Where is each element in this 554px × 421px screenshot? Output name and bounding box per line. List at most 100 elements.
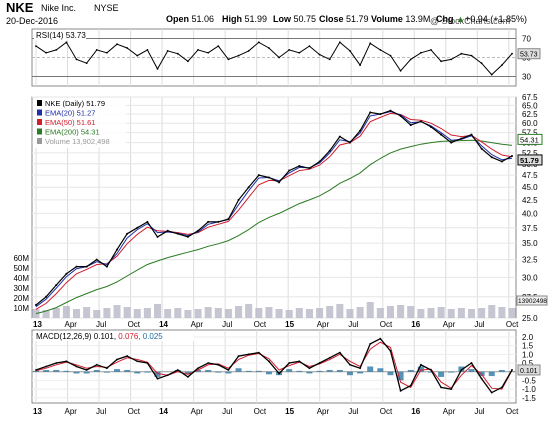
price-data-point (136, 226, 139, 229)
macd-data-point (399, 389, 402, 392)
price-data-point (45, 295, 48, 298)
macd-data-point (45, 365, 48, 368)
macd-data-point (419, 363, 422, 366)
price-data-point (55, 283, 58, 286)
quote-open: Open 51.06 (166, 14, 215, 24)
volume-bar (498, 307, 506, 318)
price-data-point (146, 220, 149, 223)
macd-y-tick-label: 1.5 (522, 342, 534, 351)
volume-y-tick-label: 10M (13, 304, 29, 313)
rsi-last-value-badge (517, 48, 541, 60)
price-data-point (227, 218, 230, 221)
volume-bar (265, 307, 273, 318)
rsi-data-point (227, 58, 230, 61)
rsi-data-point (237, 54, 240, 57)
price-y-tick-label: 52.5 (522, 149, 538, 158)
volume-bar (346, 309, 354, 318)
price-data-point (237, 198, 240, 201)
volume-y-tick-label: 60M (13, 254, 29, 263)
macd-title: MACD(12,26,9) 0.101, 0.076, 0.025 (36, 332, 163, 341)
macd-y-tick-label: 0.5 (522, 359, 534, 368)
volume-bar (52, 308, 60, 318)
volume-bar (143, 308, 151, 318)
price-x-tick-label: Oct (128, 320, 141, 329)
price-data-point (389, 109, 392, 112)
macd-x-tick-label: Oct (506, 407, 519, 416)
price-x-tick-label: Jul (474, 320, 484, 329)
volume-bar (417, 309, 425, 318)
rsi-data-point (156, 68, 159, 70)
price-series-line-2 (35, 112, 513, 310)
macd-data-point (440, 386, 443, 389)
price-data-point (298, 165, 301, 168)
rsi-data-point (95, 49, 98, 51)
macd-data-point (136, 360, 139, 363)
macd-data-point (75, 365, 78, 368)
legend-swatch (37, 138, 42, 144)
macd-histogram-bar (306, 371, 313, 374)
macd-histogram-bar (427, 371, 434, 373)
price-series-line-3 (35, 139, 513, 315)
macd-histogram-bar (488, 371, 495, 377)
rsi-y-tick-label: 70 (522, 35, 531, 44)
volume-bar (386, 306, 394, 318)
price-data-point (409, 124, 412, 127)
volume-bar (72, 309, 81, 318)
macd-data-point (207, 362, 210, 364)
macd-data-point (349, 363, 351, 366)
volume-y-tick-label: 40M (13, 274, 29, 283)
volume-bar (437, 307, 445, 318)
macd-data-point (116, 358, 118, 361)
price-y-tick-label: 47.5 (522, 171, 538, 180)
macd-data-point (247, 353, 250, 356)
price-x-tick-label: 16 (411, 320, 420, 329)
volume-bar (184, 310, 192, 318)
price-data-point (369, 111, 372, 114)
quote-volume: Volume 13.9M (371, 14, 431, 24)
stockcharts-watermark: @ StockCharts.com (430, 16, 511, 26)
macd-y-tick-label: 1.0 (522, 350, 534, 359)
price-y-tick-label: 65.0 (522, 101, 538, 110)
price-data-point (490, 156, 493, 159)
macd-y-tick-label: -1.5 (522, 394, 536, 403)
rsi-data-point (440, 60, 443, 63)
legend-swatch (37, 119, 42, 125)
rsi-data-point (430, 49, 432, 51)
price-data-point (399, 114, 402, 117)
volume-bar (224, 309, 232, 318)
rsi-data-point (268, 47, 270, 49)
macd-data-point (318, 362, 321, 364)
rsi-data-point (146, 49, 149, 51)
macd-histogram-bar (215, 371, 222, 373)
rsi-data-point (298, 51, 301, 54)
macd-data-point (197, 367, 199, 370)
macd-x-tick-label: 13 (33, 407, 42, 416)
price-data-point (470, 133, 473, 136)
macd-data-point (298, 360, 301, 363)
volume-bar (326, 306, 334, 318)
macd-histogram-bar (43, 369, 50, 372)
volume-last-value-label: 13902498 (518, 298, 547, 305)
rsi-data-point (45, 51, 48, 54)
macd-histogram-bar (407, 369, 414, 372)
price-data-point (116, 248, 119, 251)
price-data-point (318, 160, 321, 163)
macd-data-point (217, 363, 220, 366)
price-data-point (419, 120, 422, 123)
price-last-value-badge (517, 154, 543, 166)
macd-x-tick-label: Apr (65, 407, 78, 416)
price-x-tick-label: Oct (254, 320, 267, 329)
price-data-point (328, 149, 331, 152)
price-x-tick-label: Jul (348, 320, 358, 329)
price-data-point (207, 220, 210, 223)
macd-histogram-bar (377, 368, 384, 372)
macd-x-tick-label: Oct (254, 407, 267, 416)
macd-histogram-bar (397, 371, 404, 381)
rsi-data-point (217, 45, 220, 47)
price-y-tick-label: 45.0 (522, 183, 538, 192)
macd-data-point (146, 362, 149, 364)
macd-histogram-bar (387, 371, 394, 376)
volume-bar (457, 308, 465, 318)
macd-data-point (328, 356, 331, 359)
macd-data-point (511, 369, 513, 371)
